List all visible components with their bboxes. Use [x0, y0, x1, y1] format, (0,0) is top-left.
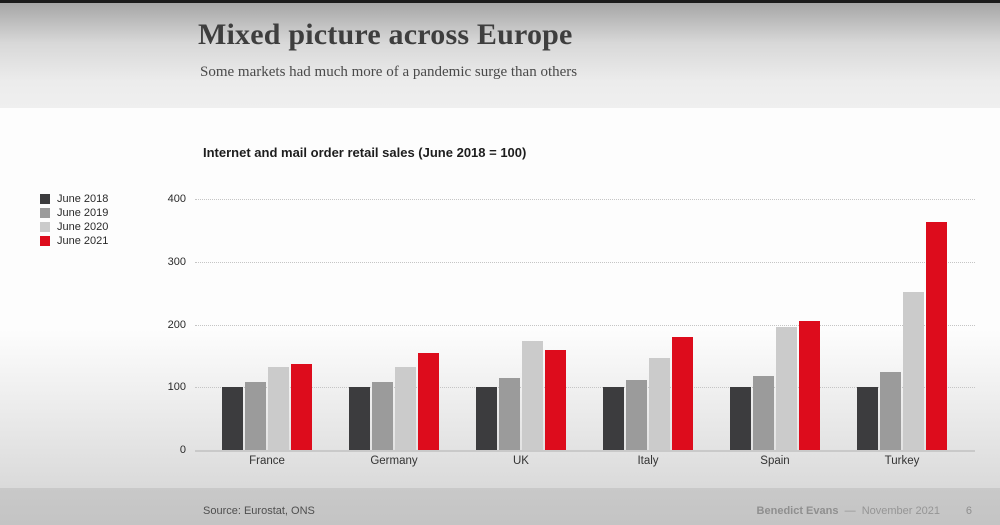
y-tick-label: 200 — [167, 318, 186, 331]
y-tick-label: 300 — [167, 255, 186, 268]
bar-uk-june-2018 — [476, 387, 497, 450]
header-gradient — [0, 3, 1000, 108]
bar-germany-june-2018 — [349, 387, 370, 450]
bar-uk-june-2019 — [499, 378, 520, 450]
footer-credit: Benedict Evans — November 2021 — [757, 505, 940, 517]
legend-swatch — [40, 207, 50, 218]
bar-spain-june-2018 — [730, 387, 751, 450]
chart-title: Internet and mail order retail sales (Ju… — [203, 145, 527, 160]
bar-spain-june-2019 — [753, 375, 774, 450]
source-note: Source: Eurostat, ONS — [203, 505, 315, 517]
bar-turkey-june-2019 — [880, 371, 901, 450]
legend-item-june-2021: June 2021 — [40, 234, 108, 247]
gridline-200 — [195, 324, 975, 326]
footer-separator: — — [844, 505, 856, 517]
gridline-400 — [195, 199, 975, 200]
category-label-italy: Italy — [637, 455, 659, 467]
slide-title: Mixed picture across Europe — [198, 18, 573, 51]
category-label-germany: Germany — [370, 455, 418, 467]
legend-label: June 2021 — [57, 234, 109, 247]
category-label-france: France — [249, 455, 285, 467]
bar-france-june-2021 — [291, 364, 312, 450]
bar-turkey-june-2020 — [903, 291, 924, 450]
bar-germany-june-2020 — [395, 367, 416, 450]
bar-germany-june-2021 — [418, 353, 439, 450]
legend-item-june-2018: June 2018 — [40, 192, 108, 205]
bar-italy-june-2018 — [603, 387, 624, 450]
legend-label: June 2018 — [57, 192, 109, 205]
bar-italy-june-2019 — [626, 379, 647, 450]
bar-spain-june-2021 — [799, 320, 820, 450]
gridline-100 — [195, 387, 975, 389]
chart-legend: June 2018 June 2019 June 2020 June 2021 — [40, 192, 108, 248]
footer-author: Benedict Evans — [756, 505, 839, 517]
bar-spain-june-2020 — [776, 327, 797, 450]
category-label-turkey: Turkey — [884, 455, 920, 467]
bar-turkey-june-2018 — [857, 386, 878, 450]
y-tick-label: 100 — [167, 381, 186, 394]
page-number: 6 — [965, 505, 972, 517]
bar-germany-june-2019 — [372, 382, 393, 450]
category-label-spain: Spain — [760, 455, 790, 467]
legend-label: June 2019 — [57, 206, 109, 219]
bar-france-june-2020 — [268, 367, 289, 450]
bar-turkey-june-2021 — [926, 222, 947, 450]
legend-item-june-2020: June 2020 — [40, 220, 108, 233]
category-label-uk: UK — [513, 455, 529, 467]
legend-label: June 2020 — [57, 220, 109, 233]
slide-subtitle: Some markets had much more of a pandemic… — [200, 64, 578, 80]
gridline-300 — [195, 261, 975, 263]
top-edge-bar — [0, 0, 1000, 3]
bar-france-june-2019 — [245, 381, 266, 450]
bar-uk-june-2020 — [522, 340, 543, 450]
y-tick-label: 400 — [167, 193, 186, 205]
bar-italy-june-2020 — [649, 358, 670, 450]
bar-france-june-2018 — [222, 387, 243, 450]
bar-italy-june-2021 — [672, 337, 693, 450]
footer-date: November 2021 — [861, 505, 940, 517]
legend-swatch — [40, 235, 50, 246]
legend-swatch — [40, 193, 50, 204]
legend-item-june-2019: June 2019 — [40, 206, 108, 219]
legend-swatch — [40, 221, 50, 232]
footer-band — [0, 488, 1000, 525]
y-tick-label: 0 — [179, 444, 186, 456]
x-axis-baseline — [195, 450, 975, 452]
bar-uk-june-2021 — [545, 349, 566, 450]
